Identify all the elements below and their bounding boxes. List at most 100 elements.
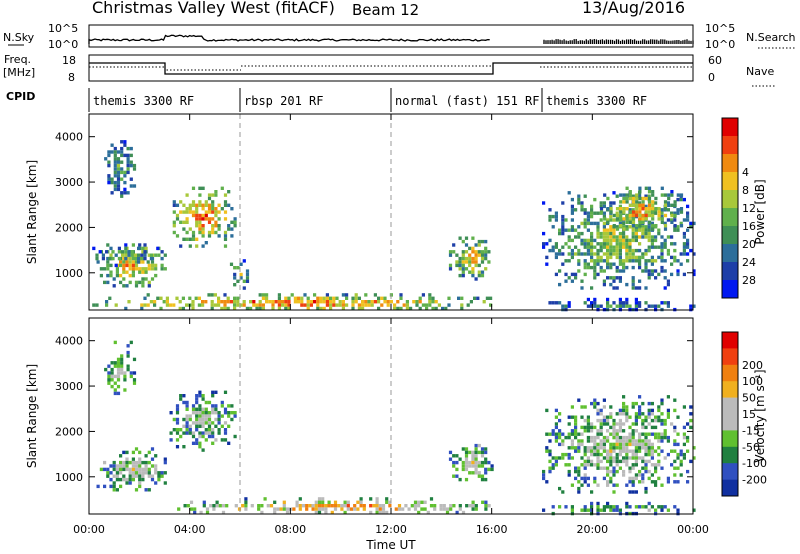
heatmap-cell [468,263,472,268]
heatmap-cell [570,442,574,447]
heatmap-cell [191,407,196,411]
heatmap-cell [191,237,196,241]
heatmap-cell [119,477,123,482]
heatmap-cell [651,210,655,214]
heatmap-cell [346,504,350,508]
heatmap-cell [625,412,629,416]
heatmap-cell [606,228,610,232]
heatmap-cell [676,272,680,277]
heatmap-cell [125,270,129,274]
heatmap-cell [596,248,600,253]
colorbar-frame [721,117,739,299]
heatmap-cell [415,300,419,304]
heatmap-cell [220,186,224,190]
heatmap-cell [185,193,189,197]
heatmap-cell [134,280,139,285]
heatmap-cell [265,293,269,297]
heatmap-cell [227,224,231,228]
heatmap-cell [244,504,248,508]
heatmap-cell [650,221,654,226]
heatmap-cell [647,476,651,481]
heatmap-cell [590,505,594,509]
heatmap-cell [644,269,648,273]
heatmap-cell [583,194,587,198]
heatmap-cell [204,414,208,418]
heatmap-cell [195,394,199,398]
heatmap-cell [110,143,114,147]
heatmap-cell [612,418,616,423]
heatmap-cell [650,304,654,308]
heatmap-cell [682,245,686,249]
heatmap-cell [204,217,208,221]
heatmap-cell [271,306,275,311]
heatmap-cell [651,224,655,228]
heatmap-cell [242,279,246,283]
heatmap-cell [586,435,590,440]
heatmap-cell [458,273,462,278]
heatmap-cell [143,303,147,307]
heatmap-cell [116,160,121,164]
heatmap-cell [220,400,224,405]
heatmap-cell [169,431,173,435]
heatmap-cell [628,213,632,218]
heatmap-cell [666,408,670,413]
heatmap-cell [615,442,619,447]
heatmap-cell [657,408,661,413]
heatmap-cell [615,432,619,436]
heatmap-cell [625,446,629,450]
heatmap-cell [354,300,358,304]
heatmap-cell [647,412,651,416]
heatmap-cell [233,414,237,418]
heatmap-cell [329,300,333,304]
heatmap-cell [638,207,642,211]
heatmap-cell [612,201,616,205]
heatmap-cell [185,230,189,235]
heatmap-cell [657,463,661,467]
heatmap-cell [634,304,638,308]
heatmap-cell [313,293,317,297]
heatmap-cell [647,442,651,447]
heatmap-cell [682,452,686,457]
heatmap-cell [131,464,135,468]
heatmap-cell [388,500,392,504]
heatmap-cell [195,224,199,228]
heatmap-cell [181,296,185,300]
colorbar-tick-label: 24 [742,256,756,269]
heatmap-cell [325,296,329,300]
heatmap-cell [154,267,158,271]
heatmap-cell [673,480,677,484]
heatmap-cell [625,235,629,239]
heatmap-cell [673,398,677,402]
heatmap-cell [223,200,228,204]
heatmap-cell [618,412,622,416]
heatmap-cell [628,255,632,260]
heatmap-cell [583,480,587,484]
heatmap-cell [606,207,610,211]
heatmap-cell [628,449,632,453]
heatmap-cell [233,411,237,415]
heatmap-cell [464,464,469,468]
heatmap-cell [631,282,635,287]
heatmap-cell [141,260,145,264]
heatmap-cell [103,280,107,285]
heatmap-cell [682,242,686,246]
heatmap-cell [650,432,654,436]
heatmap-cell [124,250,128,254]
heatmap-cell [625,459,629,464]
heatmap-cell [647,196,652,201]
heatmap-cell [144,471,148,475]
heatmap-cell [574,425,578,430]
heatmap-cell [477,250,481,254]
heatmap-cell [647,194,651,198]
heatmap-cell [245,279,250,283]
heatmap-cell [460,296,464,300]
heatmap-cell [666,201,670,205]
heatmap-cell [628,196,632,201]
heatmap-cell [120,153,124,158]
colorbar-swatch [722,154,738,173]
heatmap-cell [673,242,677,246]
heatmap-cell [106,474,110,478]
heatmap-cell [306,303,310,307]
heatmap-cell [364,293,368,297]
